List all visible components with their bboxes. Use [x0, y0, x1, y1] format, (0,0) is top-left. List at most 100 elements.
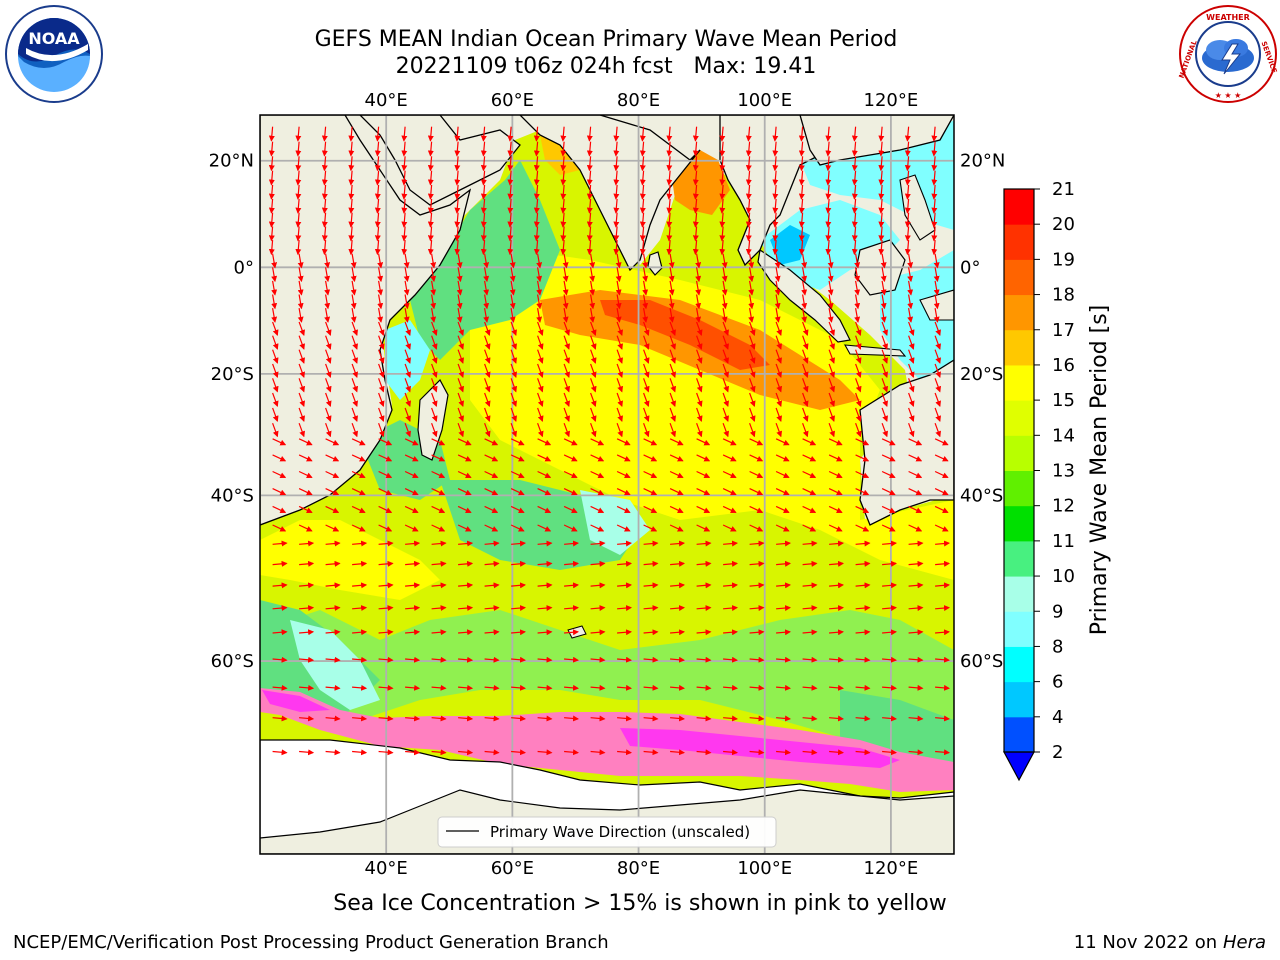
wave-arrow [855, 454, 870, 462]
wave-arrow [855, 407, 862, 422]
wave-arrow [670, 656, 685, 663]
wave-arrow [590, 560, 606, 567]
wave-arrow [378, 488, 393, 496]
wave-arrow [560, 126, 567, 142]
wave-arrow [352, 560, 368, 567]
wave-arrow [537, 715, 553, 722]
colorbar-segment [1004, 611, 1034, 647]
wave-arrow [537, 656, 553, 663]
wave-arrow [427, 170, 434, 186]
wave-arrow [378, 407, 385, 422]
wave-arrow [721, 307, 728, 323]
wave-arrow [851, 212, 858, 228]
wave-arrow [881, 454, 896, 462]
wave-arrow [297, 307, 304, 323]
wave-arrow [933, 294, 940, 310]
wave-arrow [586, 126, 593, 142]
wave-arrow [696, 438, 711, 446]
wave-arrow [881, 321, 888, 336]
wave-arrow [457, 454, 472, 462]
wave-arrow [456, 294, 463, 310]
wave-arrow [719, 184, 726, 200]
wave-arrow [935, 582, 950, 589]
wave-arrow [563, 505, 578, 513]
wave-arrow [325, 349, 332, 364]
wave-arrow [772, 198, 779, 214]
wave-arrow [325, 438, 340, 446]
wave-arrow [348, 170, 355, 186]
wave-arrow [458, 656, 474, 663]
wave-arrow [642, 280, 649, 296]
wave-arrow [722, 321, 729, 336]
wave-arrow [324, 294, 331, 310]
wave-arrow [776, 560, 791, 567]
wave-arrow [904, 126, 911, 142]
wave-arrow [564, 656, 579, 663]
wave-arrow [775, 422, 782, 438]
wave-arrow [827, 307, 834, 323]
wave-arrow [908, 540, 924, 547]
wave-arrow [722, 470, 737, 479]
wave-arrow [802, 407, 809, 422]
wave-arrow [802, 656, 818, 663]
wave-arrow [722, 349, 730, 364]
lat-tick-label: 40°S [960, 485, 1003, 506]
wave-arrow [404, 378, 412, 393]
wave-arrow [616, 488, 631, 496]
wave-arrow [829, 582, 844, 589]
wave-arrow [723, 540, 738, 547]
wave-arrow [378, 560, 394, 567]
wave-arrow [801, 253, 808, 269]
wave-arrow [271, 294, 278, 310]
wave-arrow [855, 524, 870, 532]
wave-arrow [510, 454, 525, 462]
wave-arrow [325, 363, 332, 379]
wave-arrow [802, 392, 809, 408]
wave-arrow [829, 560, 844, 567]
wave-arrow [855, 363, 862, 379]
wave-arrow [560, 141, 567, 157]
wave-arrow [590, 454, 605, 462]
wave-arrow [745, 170, 752, 186]
wave-arrow [643, 438, 658, 446]
colorbar-tick-label: 13 [1052, 461, 1075, 482]
wave-arrow [295, 212, 302, 228]
wave-arrow [454, 141, 461, 157]
wave-arrow [643, 560, 659, 567]
wave-arrow [666, 184, 673, 200]
wave-arrow [881, 438, 896, 446]
wave-direction-arrows [268, 126, 950, 756]
wave-arrow [908, 363, 915, 379]
wave-arrow [935, 605, 950, 612]
wave-arrow [829, 540, 844, 547]
wave-arrow [325, 488, 340, 496]
wave-arrow [272, 505, 287, 513]
wave-arrow [586, 184, 593, 200]
wave-arrow [295, 198, 302, 214]
wave-arrow [772, 170, 779, 186]
wave-arrow [405, 560, 421, 567]
wave-arrow [749, 749, 765, 756]
colorbar-tick-label: 18 [1052, 285, 1075, 306]
wave-arrow [802, 378, 809, 393]
wave-arrow [352, 629, 368, 636]
wave-arrow [458, 605, 474, 612]
wave-arrow [749, 321, 756, 336]
wave-arrow [668, 307, 675, 323]
wave-arrow [374, 141, 381, 157]
wave-arrow [297, 294, 304, 310]
wave-arrow [719, 240, 726, 256]
wave-arrow [908, 582, 924, 589]
wave-arrow [880, 280, 887, 296]
wave-arrow [642, 253, 649, 269]
wave-arrow [351, 505, 366, 513]
wave-arrow [776, 656, 791, 663]
wave-arrow [881, 488, 896, 496]
wave-arrow [351, 454, 366, 462]
wave-arrow [719, 126, 726, 142]
wave-arrow [590, 335, 597, 350]
wave-arrow [931, 170, 938, 186]
wave-arrow [828, 470, 843, 479]
wave-arrow [297, 253, 304, 269]
wave-arrow [431, 378, 438, 393]
